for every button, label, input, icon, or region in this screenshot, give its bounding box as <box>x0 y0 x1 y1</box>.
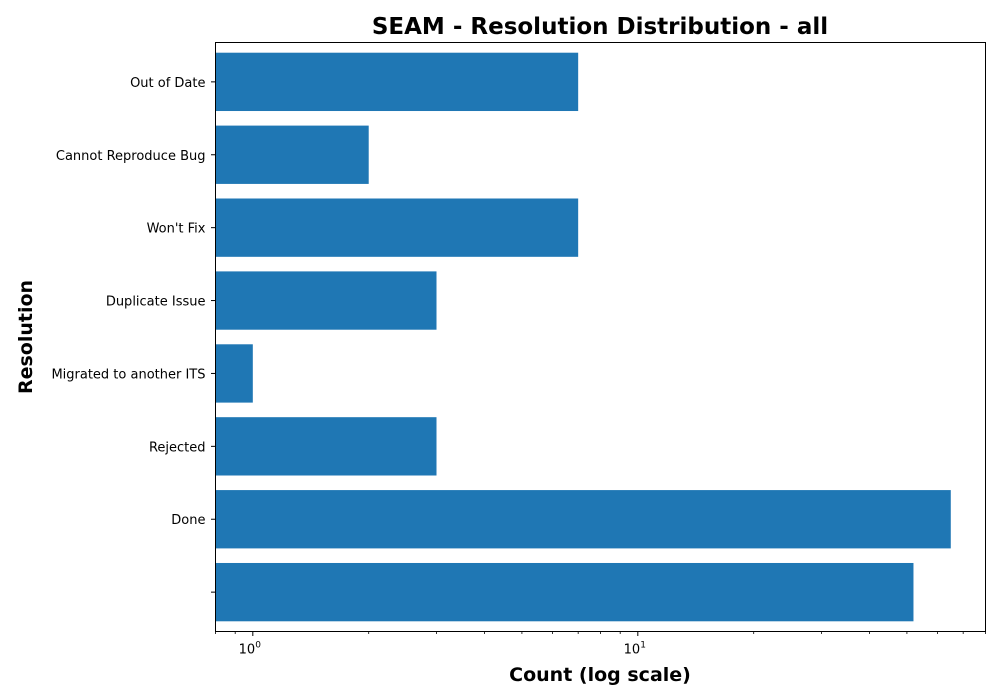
chart-title: SEAM - Resolution Distribution - all <box>372 14 828 40</box>
bar <box>215 125 369 184</box>
bar <box>215 271 437 330</box>
bar <box>215 52 579 112</box>
bar <box>215 562 914 622</box>
y-tick-label: Done <box>171 513 205 528</box>
y-tick-label: Cannot Reproduce Bug <box>56 149 206 164</box>
x-ticks: 100 101 <box>215 631 986 658</box>
y-axis-label: Resolution <box>15 280 37 394</box>
bar <box>215 198 579 257</box>
bars <box>215 52 951 622</box>
x-axis-label: Count (log scale) <box>509 664 691 686</box>
bar <box>215 344 253 403</box>
x-tick-label: 101 <box>624 641 646 658</box>
x-tick-label: 100 <box>239 641 262 658</box>
y-tick-label: Out of Date <box>130 76 205 91</box>
bar <box>215 490 951 549</box>
y-tick-label: Migrated to another ITS <box>51 367 205 382</box>
y-tick-label: Won't Fix <box>147 222 206 237</box>
y-tick-label: Duplicate Issue <box>106 295 206 310</box>
y-ticks: Done Rejected Migrated to another ITS Dupli… <box>51 76 216 593</box>
y-tick-label: Rejected <box>149 440 206 455</box>
bar <box>215 417 437 476</box>
plot-frame <box>215 42 986 632</box>
